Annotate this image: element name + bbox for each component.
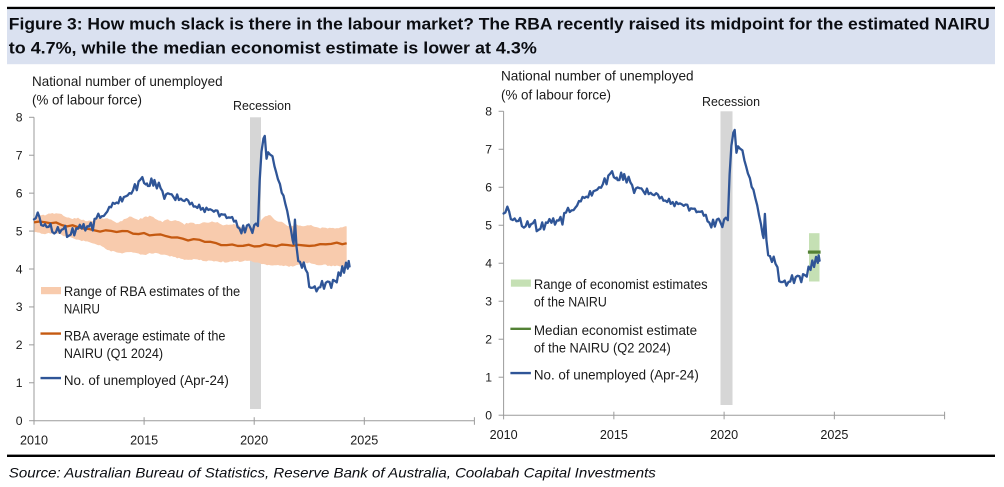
svg-text:Range of RBA estimates of the: Range of RBA estimates of the <box>64 284 240 299</box>
svg-text:2025: 2025 <box>820 428 848 442</box>
svg-text:0: 0 <box>485 409 492 423</box>
svg-text:(% of labour force): (% of labour force) <box>501 86 611 102</box>
svg-text:National number of unemployed: National number of unemployed <box>32 73 223 89</box>
svg-text:2010: 2010 <box>490 428 518 442</box>
svg-text:of the NAIRU (Q2 2024): of the NAIRU (Q2 2024) <box>534 340 671 355</box>
svg-text:1: 1 <box>485 371 492 385</box>
svg-text:7: 7 <box>485 143 492 157</box>
svg-text:8: 8 <box>485 105 492 119</box>
svg-text:1: 1 <box>16 376 23 390</box>
svg-text:3: 3 <box>485 295 492 309</box>
svg-text:2010: 2010 <box>20 433 48 447</box>
svg-text:(% of labour force): (% of labour force) <box>32 92 142 108</box>
svg-text:RBA average estimate of the: RBA average estimate of the <box>64 328 226 343</box>
svg-text:6: 6 <box>16 186 23 200</box>
svg-text:2020: 2020 <box>710 428 738 442</box>
svg-text:2025: 2025 <box>350 433 378 447</box>
svg-text:4: 4 <box>485 257 492 271</box>
svg-text:NAIRU (Q1 2024): NAIRU (Q1 2024) <box>64 346 163 361</box>
svg-text:to 4.7%, while the median econ: to 4.7%, while the median economist esti… <box>9 38 537 57</box>
svg-text:No. of unemployed (Apr-24): No. of unemployed (Apr-24) <box>534 367 699 382</box>
svg-text:of the NAIRU: of the NAIRU <box>534 294 607 309</box>
svg-text:2020: 2020 <box>240 433 268 447</box>
svg-text:Recession: Recession <box>702 94 760 109</box>
svg-text:Range of economist estimates: Range of economist estimates <box>534 277 708 292</box>
svg-text:5: 5 <box>16 224 23 238</box>
svg-text:2: 2 <box>485 333 492 347</box>
svg-text:8: 8 <box>16 111 23 125</box>
svg-text:2: 2 <box>16 338 23 352</box>
svg-text:National number of unemployed: National number of unemployed <box>501 68 694 84</box>
svg-text:Recession: Recession <box>233 98 291 113</box>
svg-text:6: 6 <box>485 181 492 195</box>
svg-text:7: 7 <box>16 149 23 163</box>
svg-text:5: 5 <box>485 219 492 233</box>
svg-text:0: 0 <box>16 414 23 428</box>
svg-text:Median economist estimate: Median economist estimate <box>534 323 697 338</box>
svg-text:2015: 2015 <box>130 433 158 447</box>
svg-text:3: 3 <box>16 300 23 314</box>
svg-text:No. of unemployed (Apr-24): No. of unemployed (Apr-24) <box>64 373 229 388</box>
svg-text:NAIRU: NAIRU <box>64 301 100 316</box>
svg-text:Source: Australian Bureau of S: Source: Australian Bureau of Statistics,… <box>9 465 656 480</box>
svg-text:Figure 3: How much slack is th: Figure 3: How much slack is there in the… <box>9 14 990 33</box>
svg-text:4: 4 <box>16 262 23 276</box>
svg-text:2015: 2015 <box>600 428 628 442</box>
